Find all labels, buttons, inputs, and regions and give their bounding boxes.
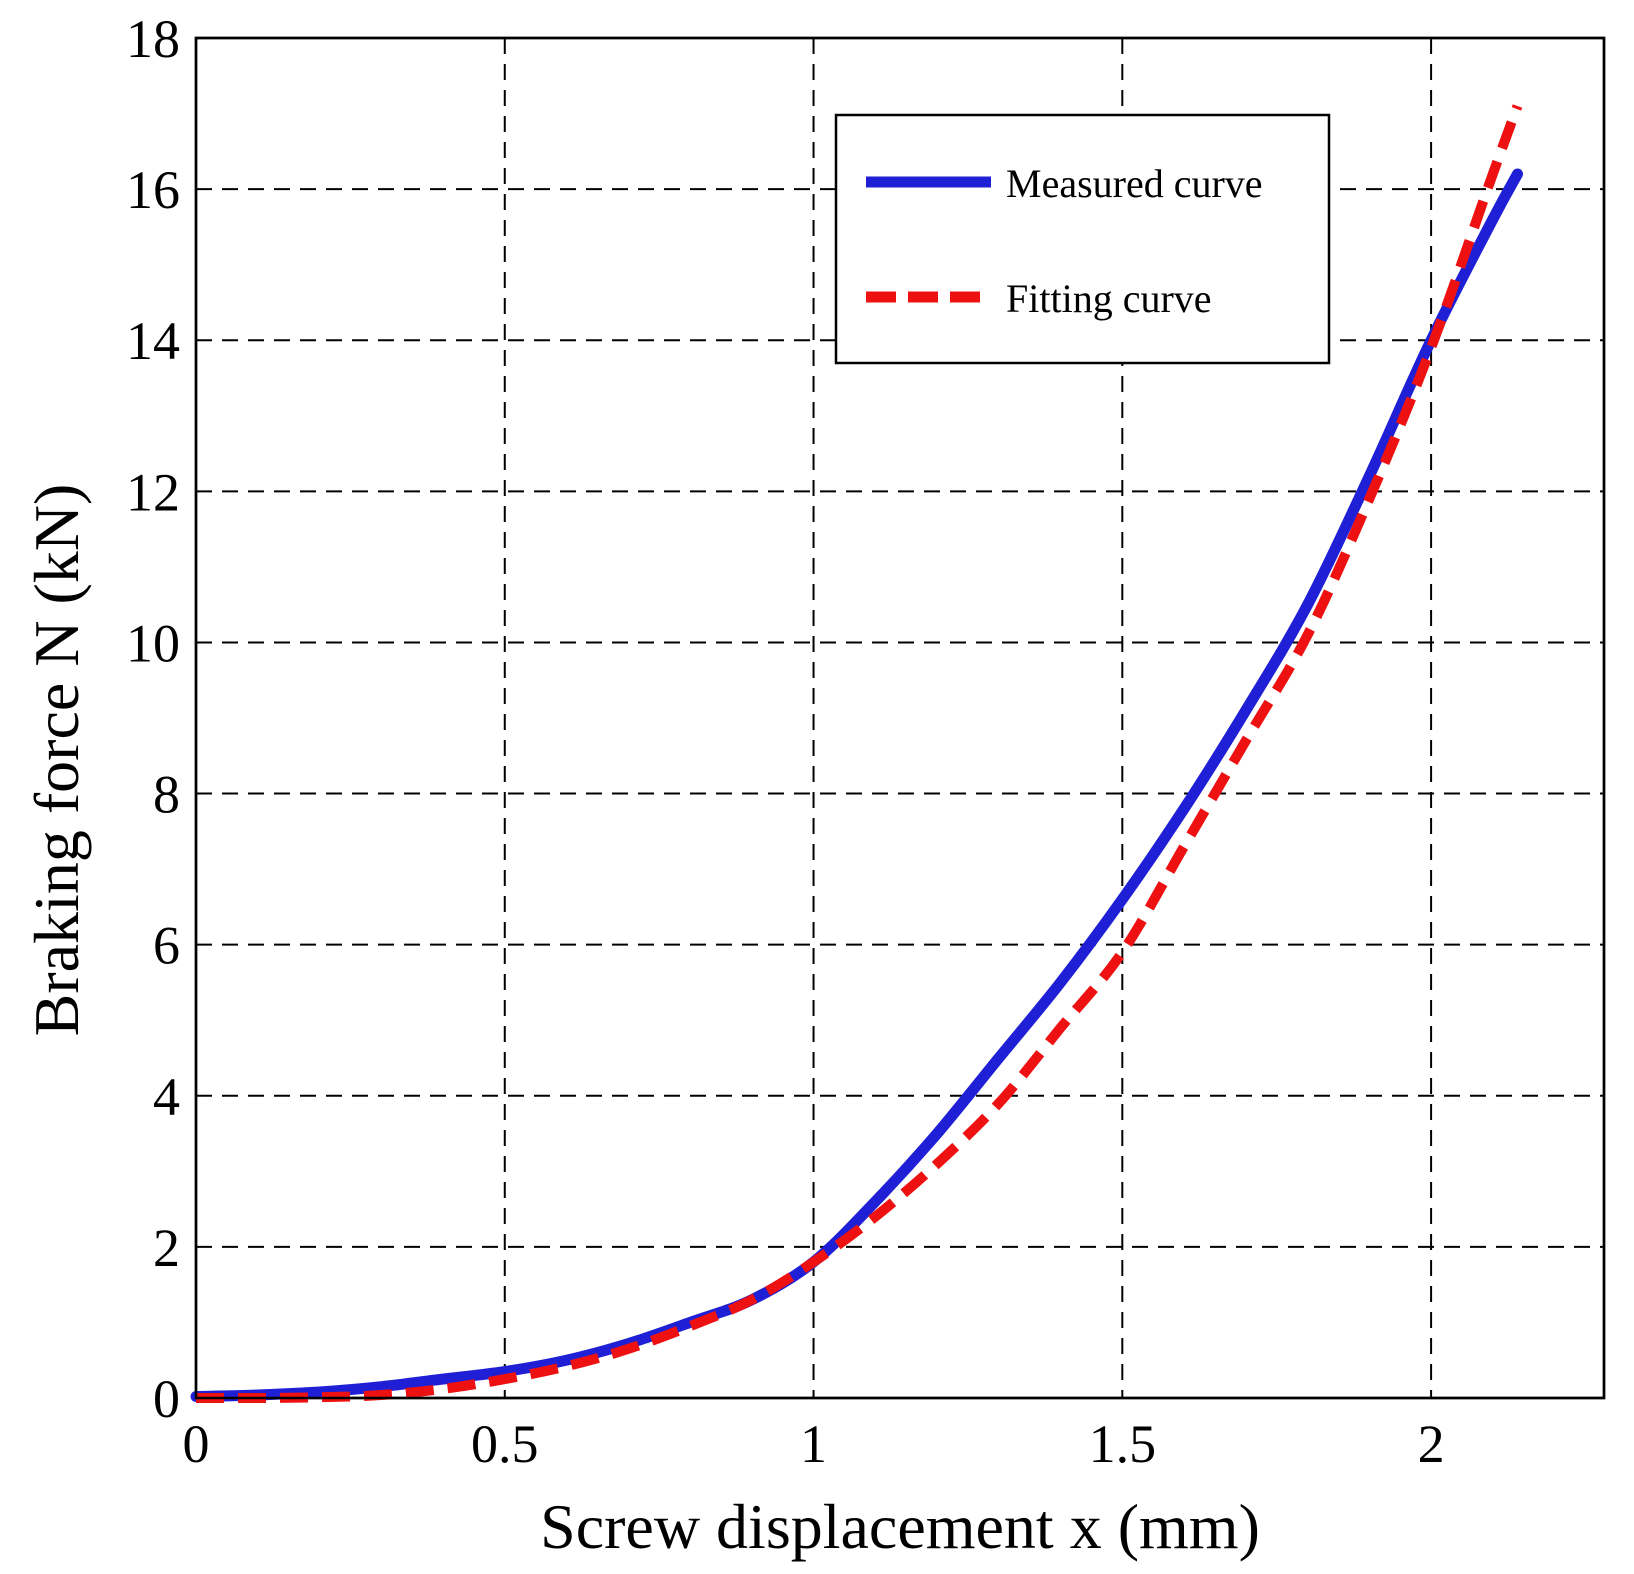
x-axis-title: Screw displacement x (mm) [540,1491,1260,1562]
y-tick-label: 0 [153,1369,180,1429]
legend-label-measured: Measured curve [1006,161,1263,206]
y-tick-label: 4 [153,1067,180,1127]
series-line-fitting [195,104,1523,1404]
x-tick-label: 2 [1418,1414,1445,1474]
legend-label-fitting: Fitting curve [1006,276,1212,321]
y-tick-label: 8 [153,765,180,825]
series-line-measured [190,168,1523,1402]
y-tick-label: 10 [126,613,180,673]
y-tick-label: 16 [126,160,180,220]
y-tick-label: 6 [153,916,180,976]
x-tick-label: 0 [183,1414,210,1474]
series-group [190,104,1523,1404]
y-tick-label: 2 [153,1218,180,1278]
y-tick-label: 14 [126,311,180,371]
legend-box [834,113,1331,365]
x-tick-label: 1.5 [1089,1414,1157,1474]
tick-labels: 0 0.5 1 1.5 2 0 2 4 6 8 10 12 14 16 18 [126,9,1445,1474]
legend: Measured curve Fitting curve [834,113,1331,365]
y-axis-title: Braking force N (kN) [21,484,92,1037]
x-tick-label: 0.5 [471,1414,539,1474]
y-tick-label: 18 [126,9,180,69]
y-tick-label: 12 [126,462,180,522]
plot-frame [194,36,1606,1400]
x-tick-label: 1 [800,1414,827,1474]
